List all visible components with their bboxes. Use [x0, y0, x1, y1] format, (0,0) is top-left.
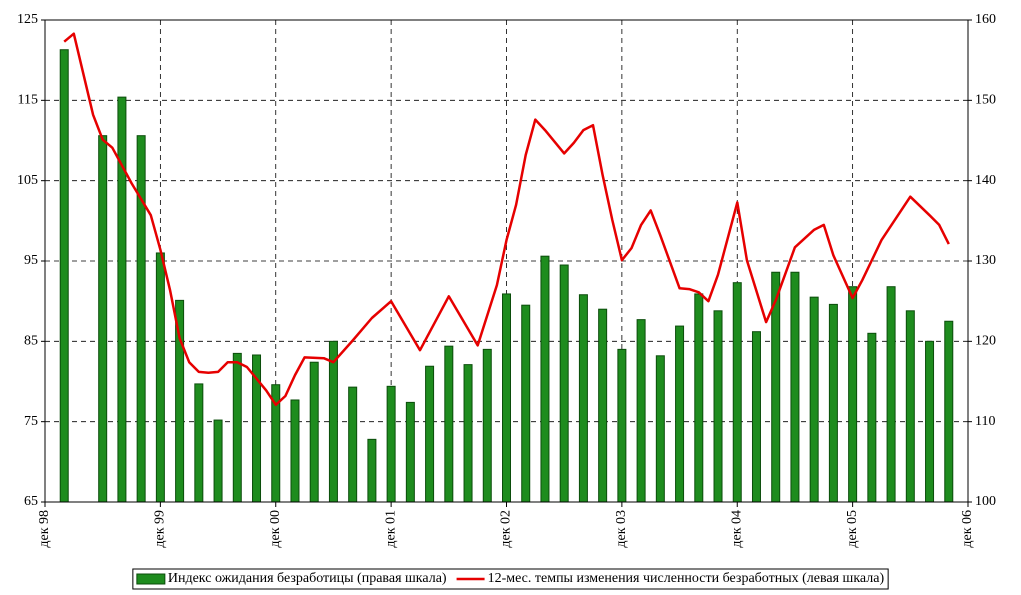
- line: [63, 32, 950, 407]
- bar: [502, 293, 511, 503]
- bar: [905, 310, 915, 503]
- bar: [675, 325, 685, 503]
- legend-label: Индекс ожидания безработицы (правая шкал…: [168, 571, 447, 586]
- legend-swatch: [136, 573, 166, 585]
- bar: [790, 271, 800, 503]
- bar: [540, 255, 550, 503]
- x-tick-label: дек 00: [268, 510, 283, 548]
- bar: [405, 401, 415, 503]
- bar: [636, 319, 646, 503]
- x-tick-label: дек 02: [499, 510, 514, 548]
- y-tick-label: 75: [24, 414, 38, 429]
- legend: Индекс ожидания безработицы (правая шкал…: [132, 568, 889, 590]
- x-tick-label: дек 06: [960, 510, 975, 548]
- bar: [828, 303, 838, 503]
- y-tick-label: 85: [24, 334, 38, 349]
- plot-frame: [44, 19, 969, 503]
- bar: [944, 320, 954, 503]
- legend-box: [132, 568, 889, 590]
- bar: [98, 135, 108, 503]
- x-tick-label: дек 01: [383, 510, 398, 548]
- bar: [463, 364, 473, 503]
- bar: [751, 331, 761, 503]
- bar: [155, 252, 165, 503]
- y-tick-label: 65: [24, 494, 38, 509]
- bar: [848, 286, 858, 503]
- bar: [559, 264, 569, 503]
- bar: [482, 348, 492, 503]
- bar: [232, 352, 242, 503]
- y2-tick-label: 140: [975, 173, 996, 188]
- y2-tick-label: 150: [975, 93, 996, 108]
- bar: [425, 365, 435, 503]
- bar: [809, 296, 819, 503]
- bar: [59, 49, 69, 503]
- y2-tick-label: 110: [975, 414, 995, 429]
- bar: [578, 294, 588, 503]
- bar: [713, 310, 723, 503]
- y2-tick-label: 130: [975, 253, 996, 268]
- legend-item: Индекс ожидания безработицы (правая шкал…: [136, 571, 447, 586]
- bar: [290, 399, 300, 503]
- y-tick-label: 115: [18, 93, 38, 108]
- y2-tick-label: 100: [975, 494, 996, 509]
- x-tick-label: дек 03: [614, 510, 629, 548]
- bar: [617, 348, 627, 503]
- y2-tick-label: 160: [975, 12, 996, 27]
- y-tick-label: 95: [24, 253, 38, 268]
- x-tick-label: дек 04: [729, 510, 744, 548]
- x-tick-label: дек 99: [153, 510, 168, 548]
- bar: [655, 355, 665, 503]
- bar: [328, 340, 338, 503]
- y-tick-label: 105: [17, 173, 38, 188]
- bar: [348, 386, 358, 503]
- bar: [886, 286, 896, 503]
- legend-label: 12-мес. темпы изменения численности безр…: [488, 571, 885, 586]
- x-tick-label: дек 98: [37, 510, 52, 548]
- x-tick-label: дек 05: [845, 510, 860, 548]
- bar: [136, 135, 146, 503]
- bar: [213, 419, 223, 503]
- bar: [521, 304, 531, 503]
- bar: [598, 308, 608, 503]
- bar: [732, 282, 742, 503]
- y2-tick-label: 120: [975, 334, 996, 349]
- bar: [309, 361, 319, 503]
- legend-item: 12-мес. темпы изменения численности безр…: [456, 571, 885, 586]
- bar: [194, 383, 204, 503]
- bar: [444, 345, 454, 503]
- bar: [867, 332, 877, 503]
- bar: [694, 293, 704, 503]
- bar: [386, 385, 396, 503]
- bar: [367, 438, 377, 503]
- bar: [175, 299, 185, 503]
- bar: [925, 340, 935, 503]
- y-tick-label: 125: [17, 12, 38, 27]
